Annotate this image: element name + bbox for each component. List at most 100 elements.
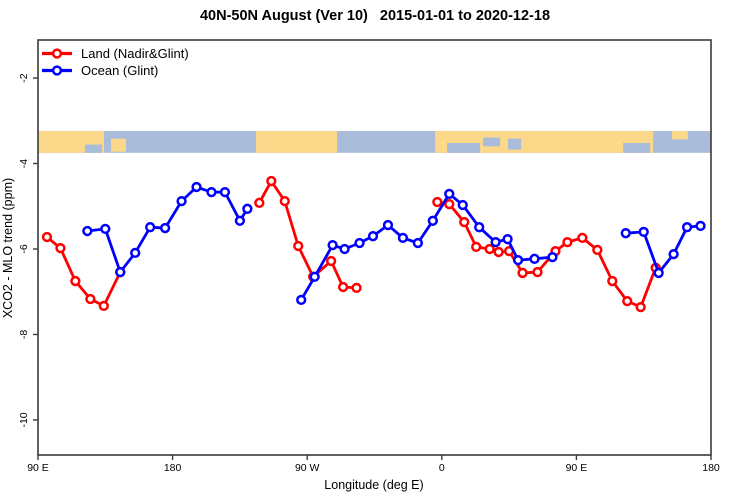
data-point-marker — [296, 294, 307, 306]
data-point-marker — [130, 247, 141, 258]
data-point-marker — [206, 187, 217, 198]
data-point-marker — [681, 222, 693, 233]
data-point-marker — [432, 196, 443, 208]
data-point-marker — [444, 188, 455, 200]
chart-render-layer: 90 E 180 90 W 0 90 E 180 -2 -4 -6 -8 -10 — [18, 39, 720, 474]
data-point-marker — [309, 271, 320, 282]
data-point-marker — [444, 198, 455, 210]
data-point-marker — [191, 181, 202, 193]
data-point-marker — [490, 237, 501, 248]
map-band-sea — [84, 144, 103, 153]
x-tick-label: 180 — [702, 462, 720, 474]
data-point-marker — [620, 228, 631, 239]
data-point-marker — [592, 244, 603, 256]
series-line — [258, 179, 357, 290]
data-point-marker — [254, 197, 265, 208]
data-point-marker — [653, 267, 664, 279]
data-point-marker — [547, 251, 558, 263]
data-point-marker — [367, 231, 379, 242]
data-point-marker — [695, 220, 706, 232]
data-point-marker — [484, 243, 495, 255]
x-axis-title: Longitude (deg E) — [324, 478, 423, 492]
map-band-land — [672, 131, 688, 140]
data-point-marker — [635, 301, 646, 313]
data-point-marker — [234, 215, 246, 226]
data-point-marker — [502, 234, 513, 245]
map-band-land — [435, 131, 654, 153]
data-point-marker — [219, 187, 231, 198]
y-tick-label: -8 — [18, 330, 30, 339]
data-point-marker — [517, 267, 528, 279]
x-tick-label: 90 E — [27, 462, 49, 474]
data-point-marker — [562, 237, 573, 248]
data-point-marker — [354, 237, 365, 249]
data-point-marker — [427, 215, 438, 226]
data-point-marker — [493, 246, 504, 258]
map-band-sea — [483, 137, 501, 147]
data-point-marker — [397, 232, 409, 244]
legend-swatch-icon — [42, 48, 72, 59]
legend-swatch-icon — [42, 65, 72, 76]
y-tick-label: -2 — [18, 73, 30, 82]
x-tick-label: 90 W — [295, 462, 320, 474]
data-point-marker — [351, 282, 362, 294]
map-band-land — [110, 138, 126, 152]
data-point-marker — [55, 242, 66, 254]
data-point-marker — [471, 241, 482, 253]
data-point-marker — [242, 203, 253, 214]
data-point-marker — [532, 266, 543, 278]
data-point-marker — [325, 255, 337, 267]
data-point-marker — [327, 239, 338, 251]
data-point-marker — [529, 253, 540, 264]
data-point-marker — [474, 222, 485, 233]
y-tick-label: -10 — [18, 412, 30, 427]
chart-legend: Land (Nadir&Glint) Ocean (Glint) — [42, 45, 189, 79]
legend-label: Ocean (Glint) — [81, 63, 159, 78]
data-point-marker — [622, 295, 633, 307]
x-tick-label: 90 E — [566, 462, 588, 474]
data-point-marker — [512, 254, 524, 266]
series-line — [437, 200, 657, 309]
x-tick-label: 180 — [164, 462, 182, 474]
x-tick-label: 0 — [439, 462, 445, 474]
data-point-marker — [459, 216, 470, 228]
map-band-sea — [623, 143, 651, 153]
data-point-marker — [337, 281, 349, 293]
series-line — [300, 192, 553, 301]
data-point-marker — [607, 275, 618, 287]
y-axis-title: XCO2 - MLO trend (ppm) — [1, 178, 15, 318]
data-point-marker — [382, 219, 394, 231]
series-line — [625, 224, 701, 275]
y-tick-label: -6 — [18, 244, 30, 253]
data-point-marker — [293, 240, 304, 252]
data-point-marker — [668, 248, 679, 260]
data-point-marker — [159, 222, 171, 234]
data-point-marker — [115, 266, 126, 278]
data-point-marker — [176, 195, 187, 207]
data-point-marker — [577, 232, 588, 244]
data-point-marker — [85, 293, 96, 305]
legend-item: Land (Nadir&Glint) — [42, 45, 189, 62]
series-line — [87, 185, 249, 274]
data-point-marker — [82, 225, 93, 237]
data-point-marker — [98, 300, 109, 311]
map-band-land — [256, 131, 338, 153]
data-point-marker — [266, 175, 277, 187]
data-point-marker — [41, 231, 53, 243]
data-point-marker — [279, 195, 290, 207]
data-point-marker — [100, 223, 111, 235]
data-point-marker — [339, 243, 350, 255]
map-band-sea — [447, 143, 481, 153]
map-band-sea — [508, 138, 522, 150]
legend-item: Ocean (Glint) — [42, 62, 189, 79]
data-point-marker — [70, 275, 81, 287]
data-point-marker — [145, 222, 156, 233]
data-point-marker — [457, 199, 468, 211]
data-point-marker — [638, 226, 649, 238]
legend-label: Land (Nadir&Glint) — [81, 46, 189, 61]
chart-title: 40N-50N August (Ver 10) 2015-01-01 to 20… — [199, 8, 551, 24]
data-point-marker — [412, 237, 424, 249]
y-tick-label: -4 — [18, 159, 30, 168]
